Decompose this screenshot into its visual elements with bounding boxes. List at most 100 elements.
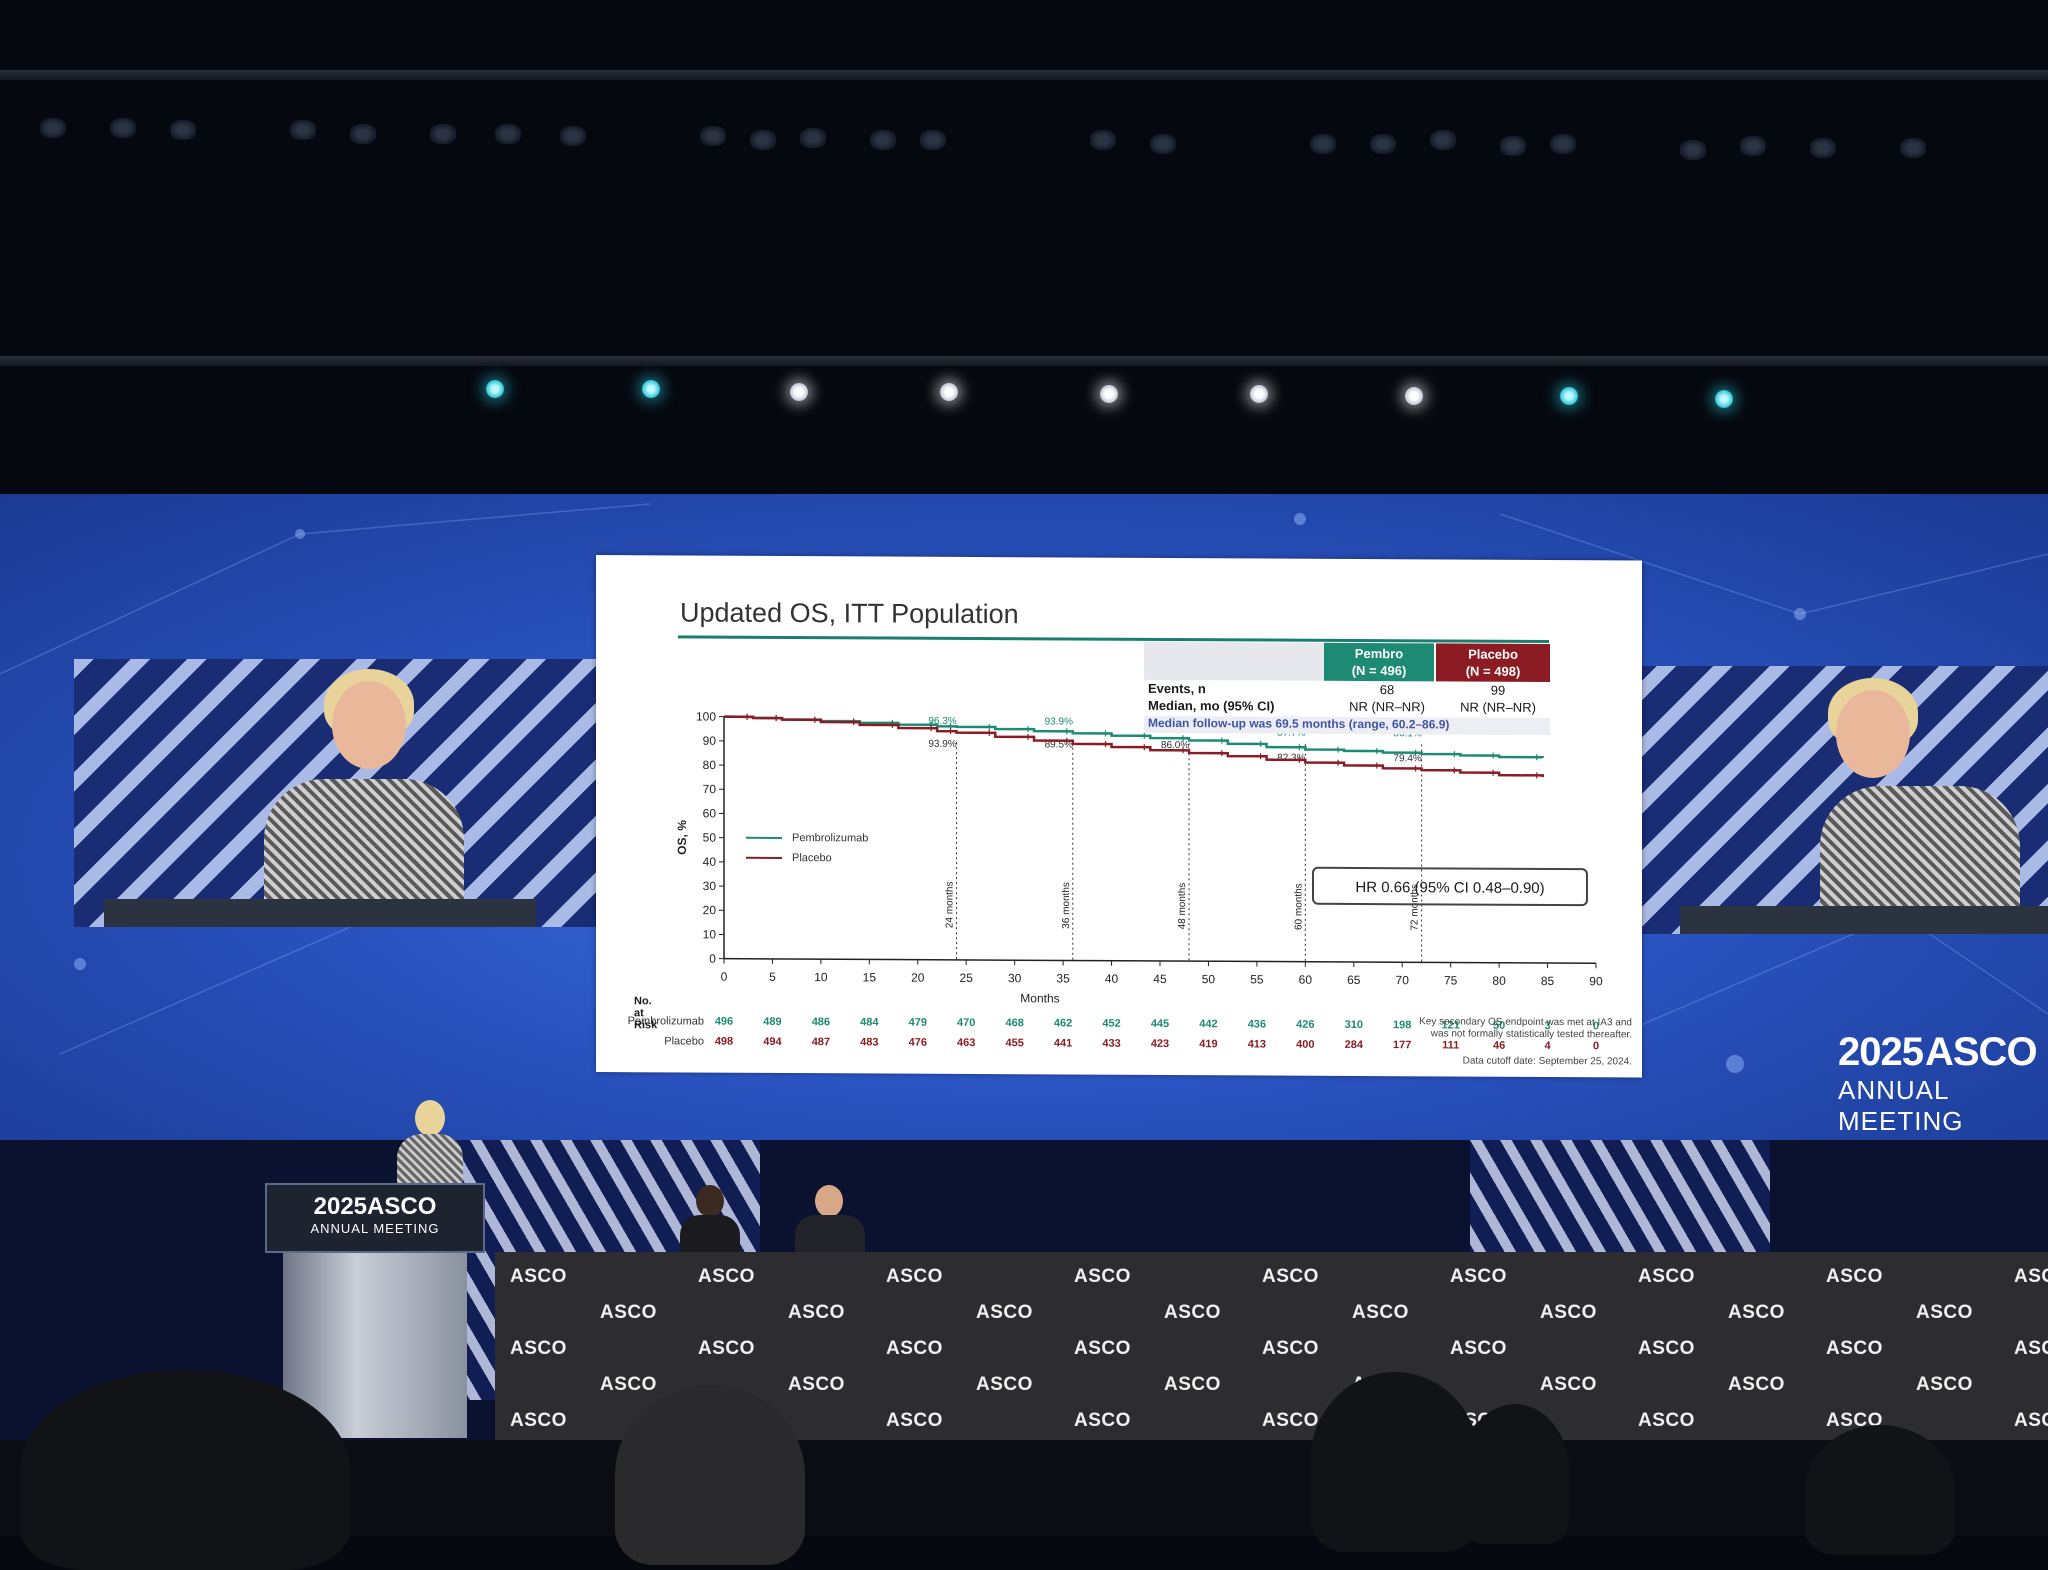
stage-light xyxy=(1370,134,1396,154)
table-asco-logo: ASCO xyxy=(510,1338,567,1360)
stage-light xyxy=(560,126,586,146)
stage-light xyxy=(1810,138,1836,158)
table-asco-logo: ASCO xyxy=(698,1266,755,1288)
x-tick-label: 60 xyxy=(1299,973,1313,987)
legend-item-pembrolizumab: Pembrolizumab xyxy=(746,828,868,849)
y-tick-label: 60 xyxy=(703,806,717,820)
stage-light xyxy=(1250,385,1268,403)
presenter xyxy=(393,1100,463,1190)
landmark-label: 24 months xyxy=(945,881,956,928)
y-tick-label: 90 xyxy=(703,734,717,748)
stage-light xyxy=(642,380,660,398)
median-follow-up: Median follow-up was 69.5 months (range,… xyxy=(1144,716,1550,735)
x-tick-label: 25 xyxy=(960,971,974,985)
risk-value: 441 xyxy=(1048,1037,1078,1049)
stage-light xyxy=(1430,130,1456,150)
y-tick-label: 10 xyxy=(703,927,717,941)
table-asco-logo: ASCO xyxy=(2014,1266,2048,1288)
risk-value: 400 xyxy=(1290,1039,1320,1051)
x-axis-title: Months xyxy=(1020,991,1059,1005)
landmark-placebo-value: 93.9% xyxy=(928,739,956,750)
table-asco-logo: ASCO xyxy=(1164,1302,1221,1324)
stage-light xyxy=(1090,130,1116,150)
panelist-1 xyxy=(680,1185,740,1255)
stage-light xyxy=(40,118,66,138)
stage-light xyxy=(495,124,521,144)
y-tick-label: 70 xyxy=(703,782,717,796)
risk-value: 413 xyxy=(1242,1038,1272,1050)
speaker-video-left xyxy=(74,659,626,927)
landmark-placebo-value: 79.4% xyxy=(1393,753,1421,764)
table-asco-logo: ASCO xyxy=(788,1374,845,1396)
stage-light xyxy=(1310,134,1336,154)
x-tick-label: 35 xyxy=(1056,971,1070,985)
risk-value: 442 xyxy=(1193,1018,1223,1030)
landmark-placebo-value: 82.3% xyxy=(1277,753,1305,764)
x-tick-label: 75 xyxy=(1444,973,1458,987)
stage-light xyxy=(1100,385,1118,403)
table-asco-logo: ASCO xyxy=(1074,1338,1131,1360)
risk-value: 433 xyxy=(1097,1038,1127,1050)
stage-light xyxy=(486,380,504,398)
data-cutoff-note: Data cutoff date: September 25, 2024. xyxy=(1463,1056,1632,1068)
stage-light xyxy=(800,128,826,148)
lectern-logo: 2025ASCO ANNUAL MEETING xyxy=(265,1183,485,1253)
stage-light xyxy=(1500,136,1526,156)
stage-light xyxy=(430,124,456,144)
table-asco-logo: ASCO xyxy=(1638,1266,1695,1288)
asco-annual-meeting-logo: 2025ASCO ANNUAL MEETING xyxy=(1838,1030,2048,1137)
risk-value: 462 xyxy=(1048,1017,1078,1029)
stage-light xyxy=(920,130,946,150)
y-tick-label: 80 xyxy=(703,758,717,772)
legend-swatch-placebo xyxy=(746,857,782,859)
y-tick-label: 40 xyxy=(703,855,717,869)
chart-legend: Pembrolizumab Placebo xyxy=(746,828,868,869)
table-asco-logo: ASCO xyxy=(886,1266,943,1288)
table-asco-logo: ASCO xyxy=(600,1374,657,1396)
risk-value: 496 xyxy=(709,1016,739,1028)
table-asco-logo: ASCO xyxy=(886,1338,943,1360)
audience-head-1 xyxy=(20,1370,350,1570)
stage-light xyxy=(790,383,808,401)
y-axis-title: OS, % xyxy=(675,820,689,855)
x-tick-label: 45 xyxy=(1153,972,1167,986)
x-tick-label: 0 xyxy=(721,970,728,984)
stage-light xyxy=(1150,134,1176,154)
stage-light xyxy=(1900,138,1926,158)
stage-light xyxy=(1740,136,1766,156)
table-asco-logo: ASCO xyxy=(510,1266,567,1288)
audience-head-4 xyxy=(1460,1404,1570,1544)
table-asco-logo: ASCO xyxy=(1728,1302,1785,1324)
x-tick-label: 40 xyxy=(1105,972,1119,986)
panelist-2 xyxy=(795,1185,865,1255)
table-asco-logo: ASCO xyxy=(1916,1374,1973,1396)
stage-light xyxy=(1680,140,1706,160)
stage-light xyxy=(1715,390,1733,408)
risk-value: 484 xyxy=(854,1016,884,1028)
x-tick-label: 70 xyxy=(1396,973,1410,987)
table-asco-logo: ASCO xyxy=(2014,1410,2048,1432)
audience-head-3 xyxy=(1310,1372,1480,1552)
table-asco-logo: ASCO xyxy=(1450,1266,1507,1288)
risk-value: 455 xyxy=(1000,1037,1030,1049)
x-tick-label: 15 xyxy=(863,970,877,984)
table-asco-logo: ASCO xyxy=(1352,1302,1409,1324)
stage-light xyxy=(940,383,958,401)
x-tick-label: 30 xyxy=(1008,971,1022,985)
table-asco-logo: ASCO xyxy=(1164,1374,1221,1396)
risk-value: 498 xyxy=(709,1036,739,1048)
y-tick-label: 100 xyxy=(696,710,716,724)
landmark-label: 36 months xyxy=(1061,882,1072,929)
risk-value: 479 xyxy=(903,1017,933,1029)
risk-row-label: Pembrolizumab xyxy=(604,1015,704,1028)
risk-value: 468 xyxy=(1000,1017,1030,1029)
table-asco-logo: ASCO xyxy=(1450,1338,1507,1360)
x-tick-label: 85 xyxy=(1541,974,1555,988)
table-asco-logo: ASCO xyxy=(886,1410,943,1432)
logo-meeting: ANNUAL MEETING xyxy=(1838,1075,2048,1137)
risk-row-label: Placebo xyxy=(604,1035,704,1048)
risk-value: 419 xyxy=(1193,1038,1223,1050)
stage-light xyxy=(870,130,896,150)
